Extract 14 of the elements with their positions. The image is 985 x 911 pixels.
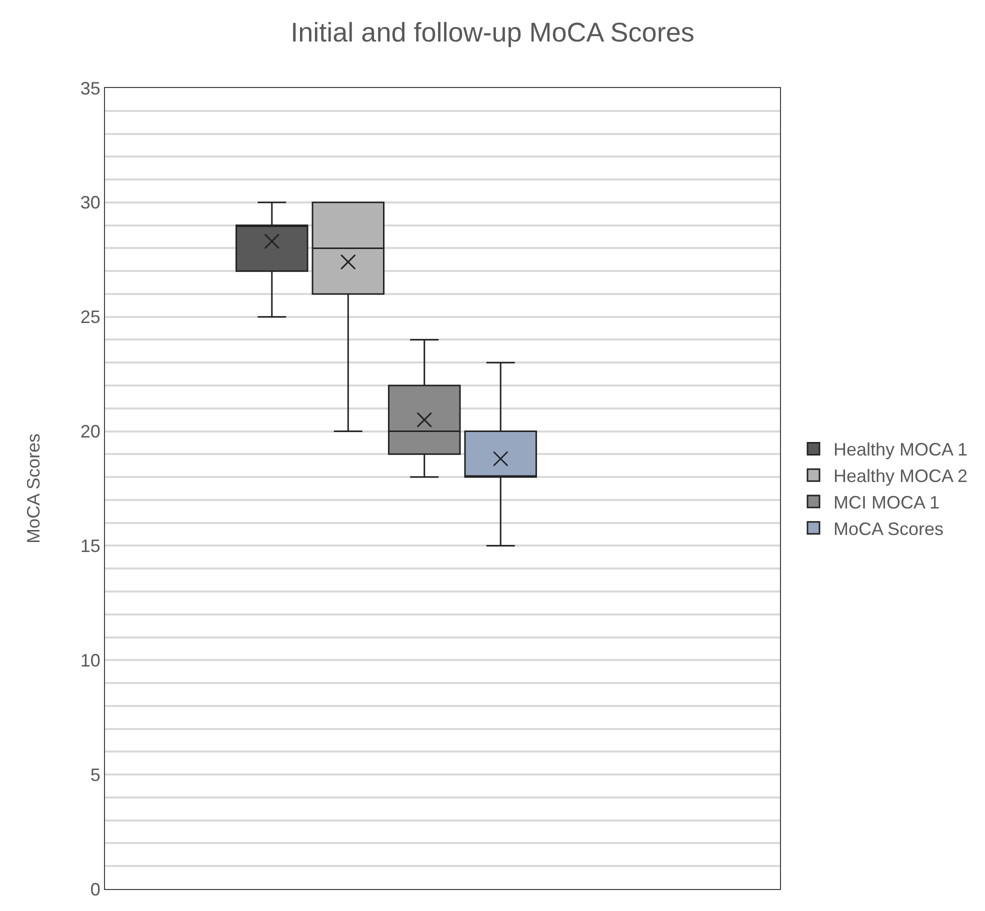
chart-title: Initial and follow-up MoCA Scores [290,18,694,48]
legend-label: Healthy MOCA 1 [834,440,968,460]
y-tick-label: 30 [80,192,100,213]
y-axis-title: MoCA Scores [24,433,44,544]
y-tick-label: 20 [80,422,100,442]
y-tick-label: 15 [80,536,100,556]
y-tick-label: 0 [90,879,100,900]
y-tick-label: 5 [90,764,100,785]
y-tick-label: 10 [80,650,100,670]
y-tick-label: 25 [80,307,100,328]
legend-label: MCI MOCA 1 [834,492,940,513]
legend-label: MoCA Scores [834,518,944,539]
y-tick-label: 35 [80,78,100,98]
legend-label: Healthy MOCA 2 [834,466,968,486]
